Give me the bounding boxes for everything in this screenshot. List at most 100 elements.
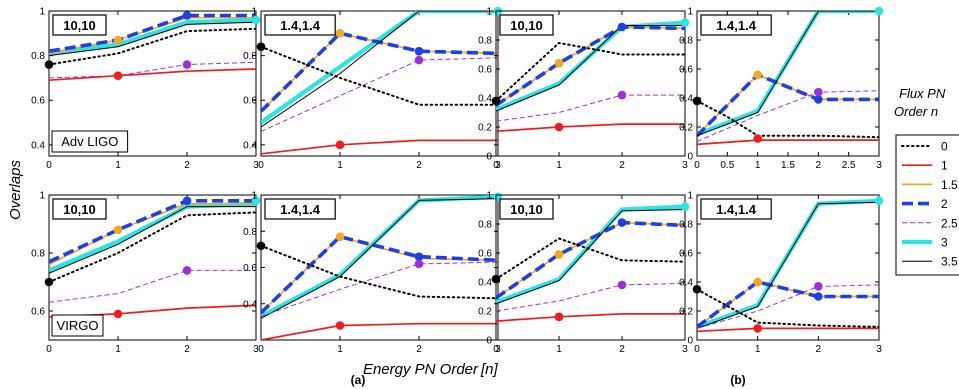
chart-panel: 0.4 0.6 0.8 1 0 1 2 3 10,10 Adv LIGO xyxy=(31,7,261,171)
x-tick-label: 3 xyxy=(682,344,688,355)
series-line-3-5 xyxy=(261,11,498,128)
data-marker xyxy=(753,324,762,333)
data-marker xyxy=(814,87,823,97)
y-tick-label: 0.8 xyxy=(243,227,257,238)
data-marker xyxy=(617,280,627,290)
x-tick-label: 2.5 xyxy=(842,160,856,171)
data-marker xyxy=(753,70,762,80)
x-axis-label-symbol: [n] xyxy=(480,361,499,378)
mass-label-box xyxy=(499,14,554,36)
x-tick-label: 1.5 xyxy=(781,160,795,171)
series-line-1 xyxy=(49,68,256,82)
data-marker xyxy=(414,46,424,56)
data-marker xyxy=(692,284,702,294)
y-tick-label: 0.2 xyxy=(679,307,693,318)
data-marker xyxy=(256,241,266,251)
series-line-3 xyxy=(496,20,685,112)
y-tick-label: 0.6 xyxy=(31,307,45,318)
series-line-3-5 xyxy=(496,209,685,305)
y-tick-label: 0.6 xyxy=(478,249,492,260)
x-tick-label: 0 xyxy=(46,344,52,355)
series-line-1 xyxy=(496,123,685,133)
data-marker xyxy=(491,274,501,284)
y-tick-label: 0.2 xyxy=(478,307,492,318)
x-tick-label: 3 xyxy=(682,160,688,171)
series-line-3-5 xyxy=(261,198,498,319)
y-tick-label: 0.8 xyxy=(31,249,45,260)
x-tick-label: 2 xyxy=(416,344,422,355)
legend-title: Order n xyxy=(894,104,938,119)
mass-label: 1.4,1.4 xyxy=(716,202,757,217)
data-marker xyxy=(335,232,345,241)
legend-label: 3.5 xyxy=(941,255,958,269)
data-marker xyxy=(753,277,762,287)
mass-label: 1.4,1.4 xyxy=(280,18,321,33)
data-marker xyxy=(414,252,424,261)
series-line-1 xyxy=(697,327,879,333)
chart-panel: 0 0.2 0.4 0.6 0.8 1 0 1 2 3 10,10 xyxy=(478,191,690,355)
x-tick-label: 3 xyxy=(876,160,882,171)
data-marker xyxy=(182,11,192,20)
series-line-2-5 xyxy=(697,90,879,142)
data-marker xyxy=(182,196,192,206)
mass-label-box xyxy=(700,198,772,220)
data-marker xyxy=(814,95,823,104)
series-line-2 xyxy=(496,25,685,107)
x-tick-label: 3 xyxy=(495,160,501,171)
data-marker xyxy=(753,134,762,143)
data-marker xyxy=(554,250,564,259)
series-line-2-5 xyxy=(261,57,498,132)
series-lines xyxy=(697,198,879,333)
mass-label-box xyxy=(264,14,336,36)
detector-label: VIRGO xyxy=(57,318,99,333)
series-line-0 xyxy=(496,237,685,281)
chart-panel: 0 0.2 0.4 0.6 0.8 1 0 1 2 3 10,10 xyxy=(478,7,690,171)
y-tick-label: 1 xyxy=(251,7,257,18)
series-line-3 xyxy=(261,11,498,125)
x-tick-label: 0.5 xyxy=(720,160,734,171)
data-marker xyxy=(617,90,627,100)
data-marker xyxy=(491,96,501,106)
mass-label: 10,10 xyxy=(63,18,96,33)
mass-label-box xyxy=(700,14,772,36)
y-tick-label: 0.6 xyxy=(243,263,257,274)
y-tick-label: 0.4 xyxy=(478,94,492,105)
series-line-1 xyxy=(261,322,498,340)
series-line-2 xyxy=(49,13,256,53)
y-tick-label: 0.8 xyxy=(679,220,693,231)
data-marker xyxy=(414,55,424,65)
data-marker xyxy=(113,35,123,45)
series-line-3-5 xyxy=(496,25,685,112)
y-tick-label: 0 xyxy=(687,152,693,163)
y-tick-label: 1 xyxy=(687,7,693,18)
series-line-0 xyxy=(261,45,498,106)
series-lines xyxy=(496,20,685,133)
plot-frame xyxy=(495,10,686,157)
series-line-3 xyxy=(496,204,685,305)
data-marker xyxy=(874,6,884,16)
series-line-0 xyxy=(261,244,498,300)
plot-frame xyxy=(48,10,257,157)
legend-label: 3 xyxy=(941,236,948,250)
series-line-1 xyxy=(697,139,879,146)
data-marker xyxy=(554,122,564,132)
mass-label-box xyxy=(264,198,336,220)
y-tick-label: 0.4 xyxy=(478,278,492,289)
data-marker xyxy=(44,277,54,287)
series-line-2-5 xyxy=(496,94,685,122)
y-tick-label: 1 xyxy=(39,7,45,18)
y-tick-label: 0.6 xyxy=(243,96,257,107)
x-tick-label: 2 xyxy=(816,344,822,355)
series-line-3-5 xyxy=(697,11,879,137)
y-tick-label: 0 xyxy=(486,336,492,347)
chart-panel: 0.4 0.6 0.8 1 0 1 2 3 1.4,1.4 xyxy=(243,7,503,171)
data-marker xyxy=(335,321,345,330)
mass-label-box xyxy=(52,14,107,36)
x-tick-label: 0 xyxy=(46,160,52,171)
x-axis-label: Energy PN Order xyxy=(363,361,479,378)
y-tick-label: 0.6 xyxy=(478,65,492,76)
data-marker xyxy=(414,259,424,269)
y-axis-label: Overlaps xyxy=(7,159,24,220)
y-tick-label: 0.4 xyxy=(243,140,257,151)
data-marker xyxy=(182,266,192,275)
